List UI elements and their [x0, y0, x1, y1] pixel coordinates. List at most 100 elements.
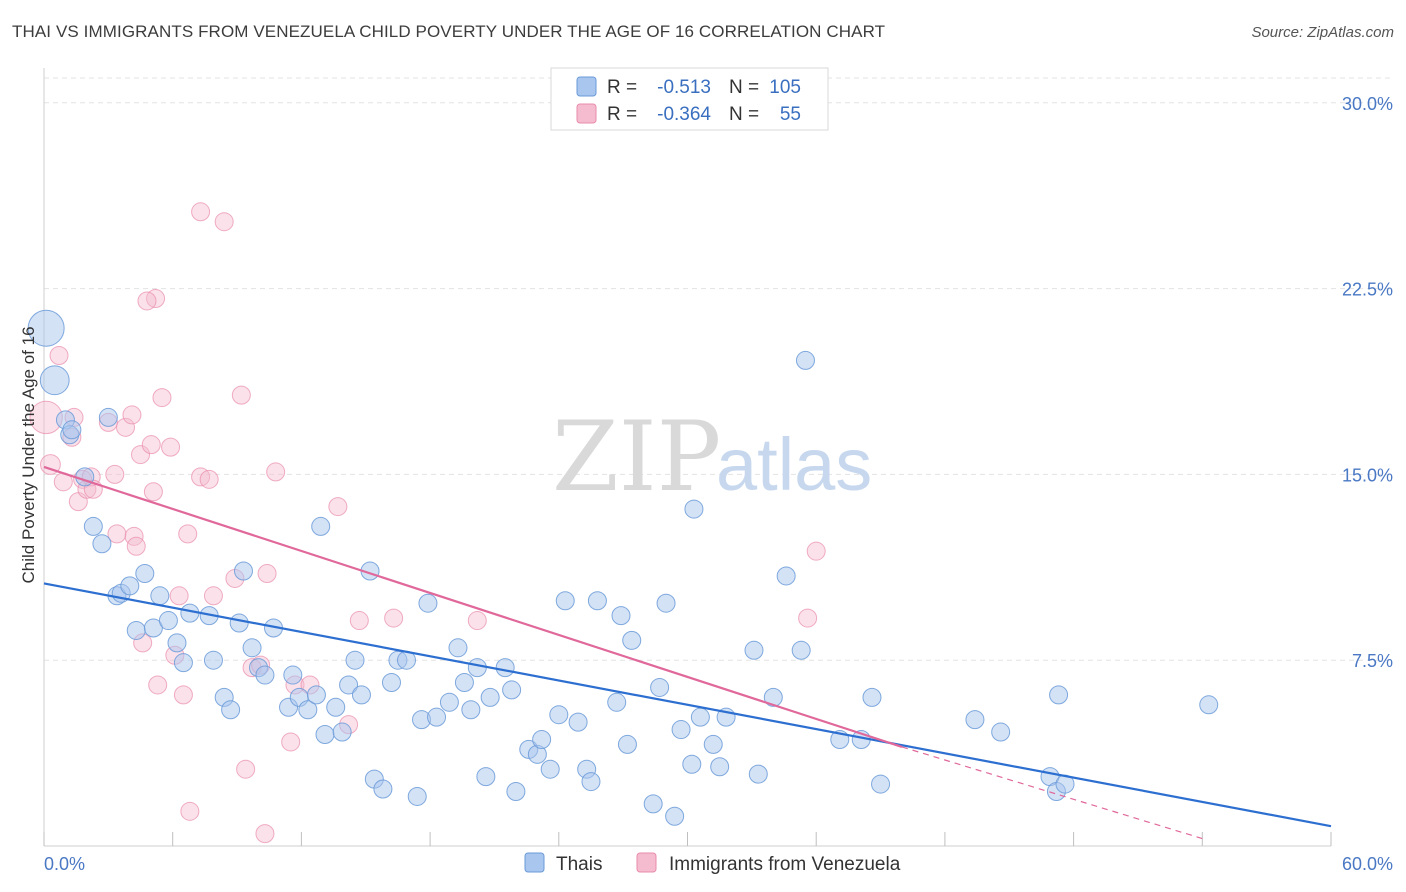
data-point-thais [311, 516, 331, 536]
data-point-thais [339, 675, 359, 695]
y-tick-label: 22.5% [1342, 280, 1393, 300]
data-point-thais [1199, 695, 1219, 715]
data-point-thais [611, 606, 631, 626]
data-point-venezuela [257, 563, 277, 583]
data-point-thais [351, 685, 371, 705]
data-point-thais [98, 407, 118, 427]
trend-line-thais [43, 582, 1332, 828]
legend-n-value: 105 [769, 77, 801, 98]
data-point-thais [555, 591, 575, 611]
x-tick-label: 0.0% [44, 854, 85, 874]
data-point-venezuela [169, 586, 189, 606]
data-point-thais [448, 638, 468, 658]
data-point-thais [454, 672, 474, 692]
data-point-thais [549, 705, 569, 725]
data-point-thais [255, 665, 275, 685]
data-point-thais [467, 658, 487, 678]
data-point-thais [568, 712, 588, 732]
data-point-thais [871, 774, 891, 794]
data-point-venezuela [255, 824, 275, 844]
data-point-thais [143, 618, 163, 638]
bottom-legend-thais: Thais [556, 854, 602, 875]
legend-r-value: -0.513 [657, 77, 711, 98]
data-point-thais [744, 640, 764, 660]
data-point-thais [332, 722, 352, 742]
data-point-thais [656, 593, 676, 613]
data-point-venezuela [203, 586, 223, 606]
data-point-thais [315, 725, 335, 745]
data-point-thais [587, 591, 607, 611]
data-point-thais [298, 700, 318, 720]
data-point-thais [39, 365, 70, 396]
data-point-thais [690, 707, 710, 727]
data-point-thais [607, 692, 627, 712]
data-point-thais [373, 779, 393, 799]
legend-n-label: N = [729, 77, 759, 98]
data-point-thais [763, 687, 783, 707]
data-point-venezuela [116, 417, 136, 437]
legend-n-label: N = [729, 104, 759, 125]
data-point-thais [135, 563, 155, 583]
data-point-thais [126, 620, 146, 640]
data-point-thais [710, 757, 730, 777]
data-point-thais [150, 586, 170, 606]
bottom-legend-swatch-venezuela [636, 852, 657, 873]
trend-lines [43, 465, 1332, 840]
data-point-venezuela [180, 801, 200, 821]
data-point-thais [703, 734, 723, 754]
x-tick-label: 60.0% [1342, 854, 1393, 874]
data-point-thais [229, 613, 249, 633]
data-point-thais [418, 593, 438, 613]
legend-r-value: -0.364 [657, 104, 711, 125]
watermark: ZIP atlas [552, 401, 872, 513]
source-label: Source: ZipAtlas.com [1251, 24, 1394, 41]
data-point-thais [92, 534, 112, 554]
data-point-thais [427, 707, 447, 727]
data-point-thais [650, 677, 670, 697]
data-point-thais [306, 685, 326, 705]
data-point-thais [622, 630, 642, 650]
series-thais-points [27, 309, 1219, 826]
data-point-venezuela [126, 536, 146, 556]
data-point-thais [862, 687, 882, 707]
data-point-thais [326, 697, 346, 717]
data-point-thais [62, 420, 82, 440]
data-point-thais [795, 350, 815, 370]
watermark-atlas: atlas [716, 423, 872, 506]
bottom-legend-swatch-thais [524, 852, 545, 873]
data-point-venezuela [137, 291, 157, 311]
data-point-venezuela [231, 385, 251, 405]
data-point-venezuela [328, 497, 348, 517]
data-point-venezuela [40, 454, 61, 475]
data-point-thais [345, 650, 365, 670]
data-point-thais [158, 611, 178, 631]
data-point-venezuela [266, 462, 286, 482]
data-point-thais [776, 566, 796, 586]
data-point-thais [407, 786, 427, 806]
data-point-thais [1049, 685, 1069, 705]
data-point-venezuela [236, 759, 256, 779]
legend-n-value: 55 [780, 104, 801, 125]
y-tick-label: 30.0% [1342, 94, 1393, 114]
data-point-thais [748, 764, 768, 784]
y-tick-label: 15.0% [1342, 465, 1393, 485]
data-point-thais [221, 700, 241, 720]
data-point-venezuela [178, 524, 198, 544]
data-point-venezuela [152, 388, 172, 408]
data-point-venezuela [199, 469, 219, 489]
data-point-thais [671, 720, 691, 740]
data-point-thais [643, 794, 663, 814]
correlation-legend: R = -0.513 N = 105 R = -0.364 N = 55 [550, 67, 829, 131]
data-point-thais [991, 722, 1011, 742]
legend-swatch-thais [576, 76, 597, 97]
data-point-thais [965, 710, 985, 730]
data-point-venezuela [349, 611, 369, 631]
data-point-thais [173, 653, 193, 673]
data-point-thais [283, 665, 303, 685]
data-point-thais [203, 650, 223, 670]
data-point-venezuela [384, 608, 404, 628]
data-point-thais [540, 759, 560, 779]
data-point-thais [684, 499, 704, 519]
data-point-thais [27, 309, 65, 347]
